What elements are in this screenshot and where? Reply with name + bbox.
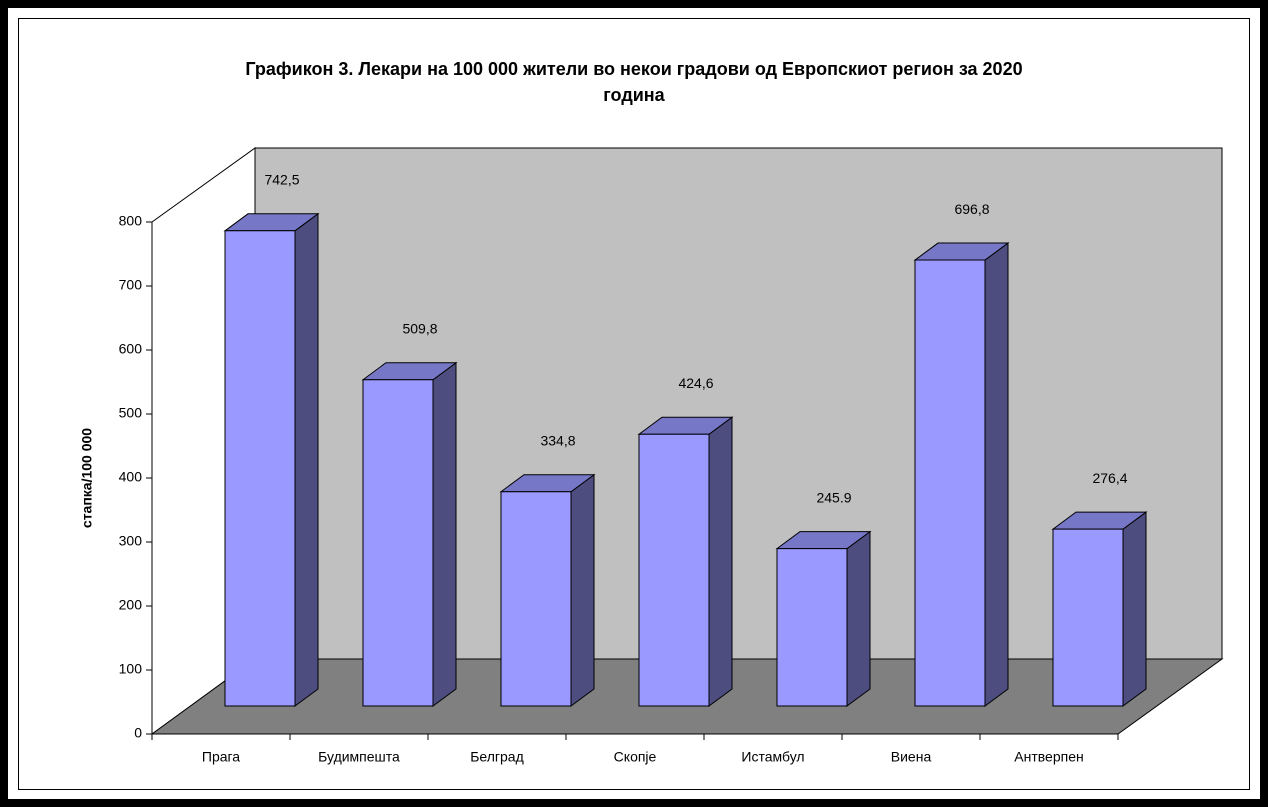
bar-side: [984, 242, 1009, 707]
x-tick-label: Скопје: [614, 749, 657, 765]
value-label: 245.9: [816, 489, 851, 505]
bar-side: [1122, 511, 1147, 707]
chart-area: [18, 18, 1250, 790]
bar-side: [294, 212, 319, 707]
bar-front: [1052, 528, 1124, 707]
y-tick-label: 300: [119, 533, 143, 549]
chart-title: Графикон 3. Лекари на 100 000 жители во …: [245, 59, 1023, 105]
y-axis-label: стапка/100 000: [79, 428, 95, 528]
y-tick-label: 100: [119, 661, 143, 677]
bar: [223, 212, 320, 707]
bar-side: [708, 416, 733, 707]
value-label: 276,4: [1092, 470, 1127, 486]
x-tick-label: Истамбул: [741, 749, 804, 765]
bar-side: [570, 473, 595, 707]
value-label: 509,8: [402, 320, 437, 336]
x-tick-label: Белград: [470, 749, 524, 765]
bar-front: [500, 491, 572, 707]
x-tick-label: Будимпешта: [318, 749, 400, 765]
x-tick-label: Антверпен: [1014, 749, 1083, 765]
x-tick-label: Виена: [891, 749, 932, 765]
bar: [637, 416, 734, 707]
value-label: 696,8: [954, 201, 989, 217]
bar-front: [224, 230, 296, 707]
bar: [775, 530, 872, 707]
bar-front: [362, 379, 434, 707]
y-tick-label: 700: [119, 277, 143, 293]
bar: [913, 242, 1010, 707]
bar-side: [432, 361, 457, 707]
value-label: 424,6: [678, 375, 713, 391]
x-tick-label: Прага: [202, 749, 240, 765]
value-label: 334,8: [540, 432, 575, 448]
y-tick-label: 0: [134, 725, 142, 741]
bar-front: [638, 433, 710, 707]
bar-side: [846, 530, 871, 707]
y-tick-label: 600: [119, 341, 143, 357]
bar-front: [914, 259, 986, 707]
bar-front: [776, 548, 848, 707]
bar: [361, 361, 458, 707]
y-tick-label: 200: [119, 597, 143, 613]
value-label: 742,5: [264, 172, 299, 188]
y-tick-label: 500: [119, 405, 143, 421]
bar: [499, 473, 596, 707]
bar: [1051, 511, 1148, 707]
y-tick-label: 800: [119, 213, 143, 229]
y-tick-label: 400: [119, 469, 143, 485]
